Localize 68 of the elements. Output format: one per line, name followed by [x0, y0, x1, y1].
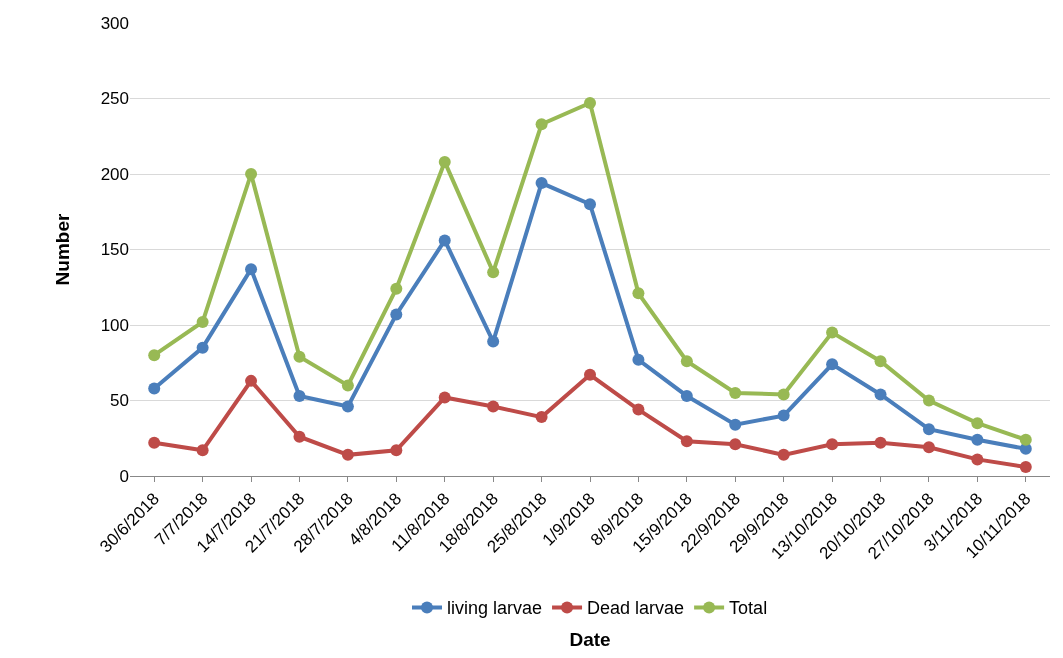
point: [196, 341, 209, 354]
point: [341, 379, 354, 392]
point: [777, 448, 790, 461]
point: [438, 391, 451, 404]
point: [777, 409, 790, 422]
y-tick-label: 50: [110, 391, 129, 411]
point: [584, 368, 596, 381]
point: [390, 308, 403, 321]
point: [390, 282, 403, 295]
point: [196, 315, 209, 328]
y-tick-label: 200: [100, 164, 129, 184]
point: [826, 326, 839, 339]
y-tick-label: 250: [100, 89, 129, 109]
point: [245, 374, 258, 387]
legend-label: Total: [729, 598, 768, 619]
point: [535, 177, 548, 190]
point: [535, 411, 548, 424]
y-tick-label: 150: [100, 240, 129, 260]
point: [438, 155, 451, 168]
point: [826, 358, 839, 371]
point: [922, 441, 935, 454]
x-axis-title: Date: [569, 628, 611, 650]
point: [922, 423, 935, 436]
point: [584, 97, 596, 110]
point: [874, 436, 887, 449]
point: [390, 444, 403, 457]
point: [535, 118, 548, 131]
point: [971, 453, 984, 466]
point: [341, 448, 354, 461]
point: [293, 389, 306, 402]
point: [777, 388, 790, 401]
point: [729, 438, 742, 451]
point: [148, 349, 161, 362]
y-tick-label: 100: [100, 315, 129, 335]
point: [245, 263, 258, 276]
point: [148, 436, 161, 449]
point: [584, 198, 596, 211]
point: [341, 400, 354, 413]
point: [1019, 460, 1032, 473]
point: [971, 433, 984, 446]
y-tick-label: 300: [100, 13, 129, 33]
point: [971, 417, 984, 430]
y-axis-title: Number: [52, 213, 74, 286]
y-tick-label: 0: [119, 466, 129, 486]
point: [729, 386, 742, 399]
legend-label: Dead larvae: [587, 598, 685, 619]
point: [438, 234, 451, 247]
point: [922, 394, 935, 407]
point: [196, 444, 209, 457]
point: [487, 266, 500, 279]
point: [680, 389, 693, 402]
point: [293, 430, 306, 443]
point: [487, 335, 500, 348]
point: [680, 355, 693, 368]
point: [487, 400, 500, 413]
legend-label: living larvae: [447, 598, 543, 619]
point: [632, 353, 645, 366]
point: [826, 438, 839, 451]
point: [1019, 433, 1032, 446]
point: [293, 350, 306, 363]
point: [874, 388, 887, 401]
point: [729, 418, 742, 431]
point: [874, 355, 887, 368]
point: [680, 435, 693, 448]
point: [245, 168, 258, 180]
point: [632, 403, 645, 416]
point: [632, 287, 645, 300]
point: [148, 382, 161, 395]
